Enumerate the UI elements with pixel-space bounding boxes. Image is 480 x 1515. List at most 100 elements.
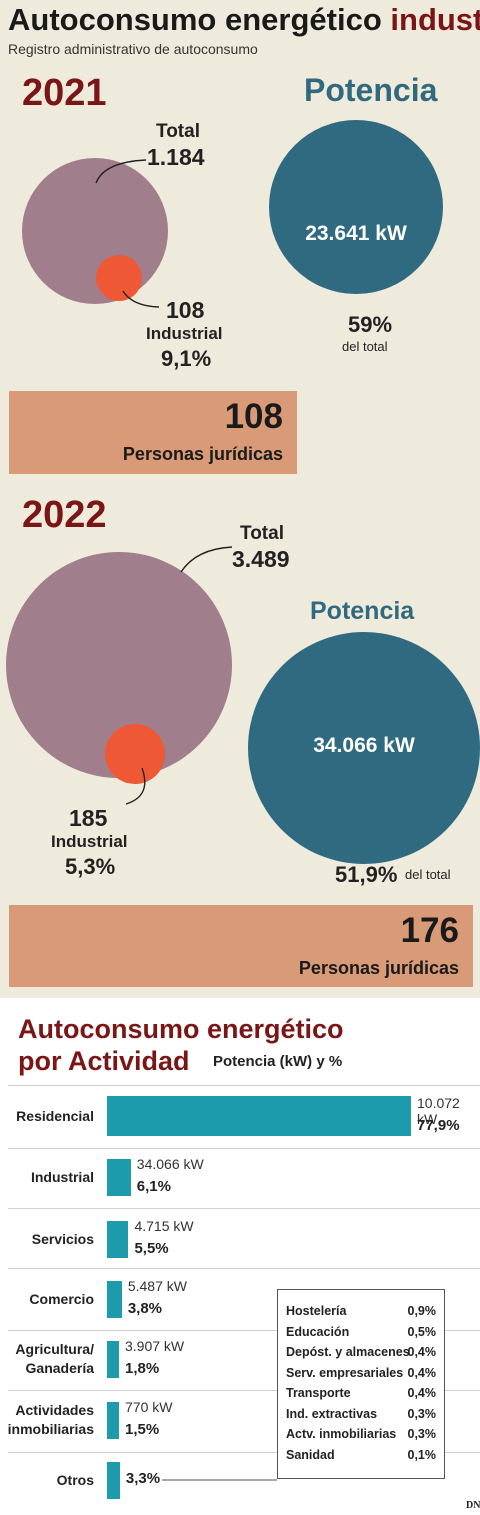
potencia-circle-2022 [248, 632, 480, 864]
bar [107, 1158, 131, 1196]
potencia-pct-2021: 59% [348, 312, 393, 337]
breakdown-label: Depóst. y almacenes [286, 1345, 410, 1359]
row-separator [8, 1452, 480, 1453]
potencia-value-2022: 34.066 kW [313, 734, 415, 757]
bar-pct-label: 3,8% [127, 1300, 163, 1317]
subtitle: Registro administrativo de autoconsumo [8, 41, 258, 57]
bar-value-label: 5.487 kW [127, 1278, 187, 1294]
bar-value-label: 4.715 kW [134, 1218, 194, 1234]
category-label: Industrial [30, 1168, 94, 1185]
breakdown-pct: 0,4% [407, 1345, 437, 1359]
row-separator [8, 1085, 480, 1086]
bar [107, 1096, 411, 1136]
bar [107, 1461, 120, 1499]
main-title: Autoconsumo energético industrial [8, 2, 480, 38]
potencia-circle-2021 [269, 120, 443, 294]
row-separator [8, 1208, 480, 1209]
dn-logo: DN [466, 1500, 480, 1511]
category-label: Agricultura/Ganadería [15, 1341, 94, 1376]
year-2022: 2022 [22, 494, 107, 536]
year-2021: 2021 [22, 72, 107, 114]
section2-title: Autoconsumo energético por Actividad [18, 1014, 344, 1077]
potencia-value-2021: 23.641 kW [305, 222, 407, 245]
row-separator [8, 1390, 480, 1391]
industrial-value-2021: 108 [166, 297, 205, 323]
breakdown-row: Educación 0,5% [286, 1325, 436, 1339]
otros-breakdown-box: Hostelería 0,9% Educación 0,5% Depóst. y alm… [277, 1289, 445, 1479]
breakdown-row: Hostelería 0,9% [286, 1304, 436, 1318]
breakdown-row: Depóst. y almacenes 0,4% [286, 1345, 436, 1359]
total-value-2022: 3.489 [232, 546, 290, 572]
breakdown-pct: 0,9% [407, 1304, 437, 1318]
row-separator [8, 1268, 480, 1269]
breakdown-label: Hostelería [286, 1304, 347, 1318]
category-label: Actividades inmobiliarias [7, 1402, 94, 1437]
section2-title-line2: por Actividad [18, 1045, 190, 1076]
potencia-title-2022: Potencia [310, 597, 415, 625]
breakdown-label: Transporte [286, 1386, 351, 1400]
category-label: Residencial [16, 1107, 94, 1124]
juridicas-value-2022: 176 [400, 911, 459, 950]
juridicas-box-2022: 176 Personas jurídicas [9, 905, 473, 987]
breakdown-pct: 0,5% [407, 1324, 437, 1339]
bar-pct-label: 1,5% [125, 1421, 160, 1438]
section2-title-line1: Autoconsumo energético [18, 1014, 344, 1044]
bar-value-label: 3.907 kW [125, 1338, 185, 1354]
bar-pct-label: 6,1% [136, 1178, 171, 1195]
main-title-accent: industrial [390, 2, 480, 37]
breakdown-label: Sanidad [286, 1447, 335, 1462]
bar-pct-label: 77,9% [417, 1117, 460, 1134]
bar-value-label: 34.066 kW [136, 1156, 204, 1172]
bar-pct-label: 5,5% [134, 1240, 169, 1257]
breakdown-row: Actv. inmobiliarias 0,3% [286, 1427, 436, 1441]
breakdown-label: Actv. inmobiliarias [286, 1427, 397, 1441]
category-label: Otros [56, 1471, 94, 1488]
total-value-2021: 1.184 [147, 144, 205, 170]
total-label-2021: Total [156, 121, 200, 142]
row-separator [8, 1330, 480, 1331]
breakdown-row: Ind. extractivas 0,3% [286, 1407, 436, 1421]
row-separator [8, 1148, 480, 1149]
juridicas-box-2021: 108 Personas jurídicas [9, 391, 297, 474]
circles-diagram [6, 120, 480, 864]
bar [107, 1220, 129, 1258]
breakdown-label: Ind. extractivas [286, 1406, 378, 1421]
bar-pct-label: 3,3% [125, 1470, 161, 1487]
category-label: Servicios [31, 1230, 94, 1247]
bar-value-label: 10.072 kW [417, 1095, 460, 1127]
bar [107, 1280, 122, 1318]
bar [107, 1340, 119, 1378]
breakdown-label: Educación [286, 1324, 350, 1339]
breakdown-pct: 0,3% [407, 1427, 437, 1441]
main-title-text: Autoconsumo energético [8, 2, 382, 37]
breakdown-row: Serv. empresariales 0,4% [286, 1366, 436, 1380]
total-circle-2022 [6, 552, 232, 778]
breakdown-pct: 0,4% [407, 1365, 437, 1380]
breakdown-pct: 0,4% [407, 1386, 437, 1400]
breakdown-pct: 0,1% [407, 1447, 437, 1462]
breakdown-label: Serv. empresariales [286, 1365, 404, 1380]
potencia-note-2021: del total [342, 339, 388, 354]
juridicas-label-2021: Personas jurídicas [122, 444, 283, 464]
industrial-leader-2021 [122, 290, 160, 308]
breakdown-pct: 0,3% [407, 1406, 437, 1421]
bar [107, 1401, 119, 1439]
industrial-label-2022: Industrial [51, 832, 128, 851]
industrial-circle-2022 [105, 724, 165, 784]
industrial-circle-2021 [96, 255, 142, 301]
section2-subtitle: Potencia (kW) y % [213, 1053, 343, 1070]
breakdown-row: Sanidad 0,1% [286, 1448, 436, 1462]
juridicas-label-2022: Personas jurídicas [298, 958, 459, 978]
industrial-pct-2021: 9,1% [161, 346, 212, 371]
industrial-pct-2022: 5,3% [65, 854, 116, 879]
category-label: Comercio [29, 1290, 94, 1307]
potencia-note-2022: del total [405, 867, 451, 882]
industrial-leader-2022 [125, 767, 146, 805]
total-label-2022: Total [240, 523, 284, 544]
bar-value-label: 770 kW [125, 1399, 173, 1415]
bar-pct-label: 1,8% [125, 1360, 160, 1377]
industrial-value-2022: 185 [69, 805, 108, 831]
breakdown-row: Transporte 0,4% [286, 1386, 436, 1400]
